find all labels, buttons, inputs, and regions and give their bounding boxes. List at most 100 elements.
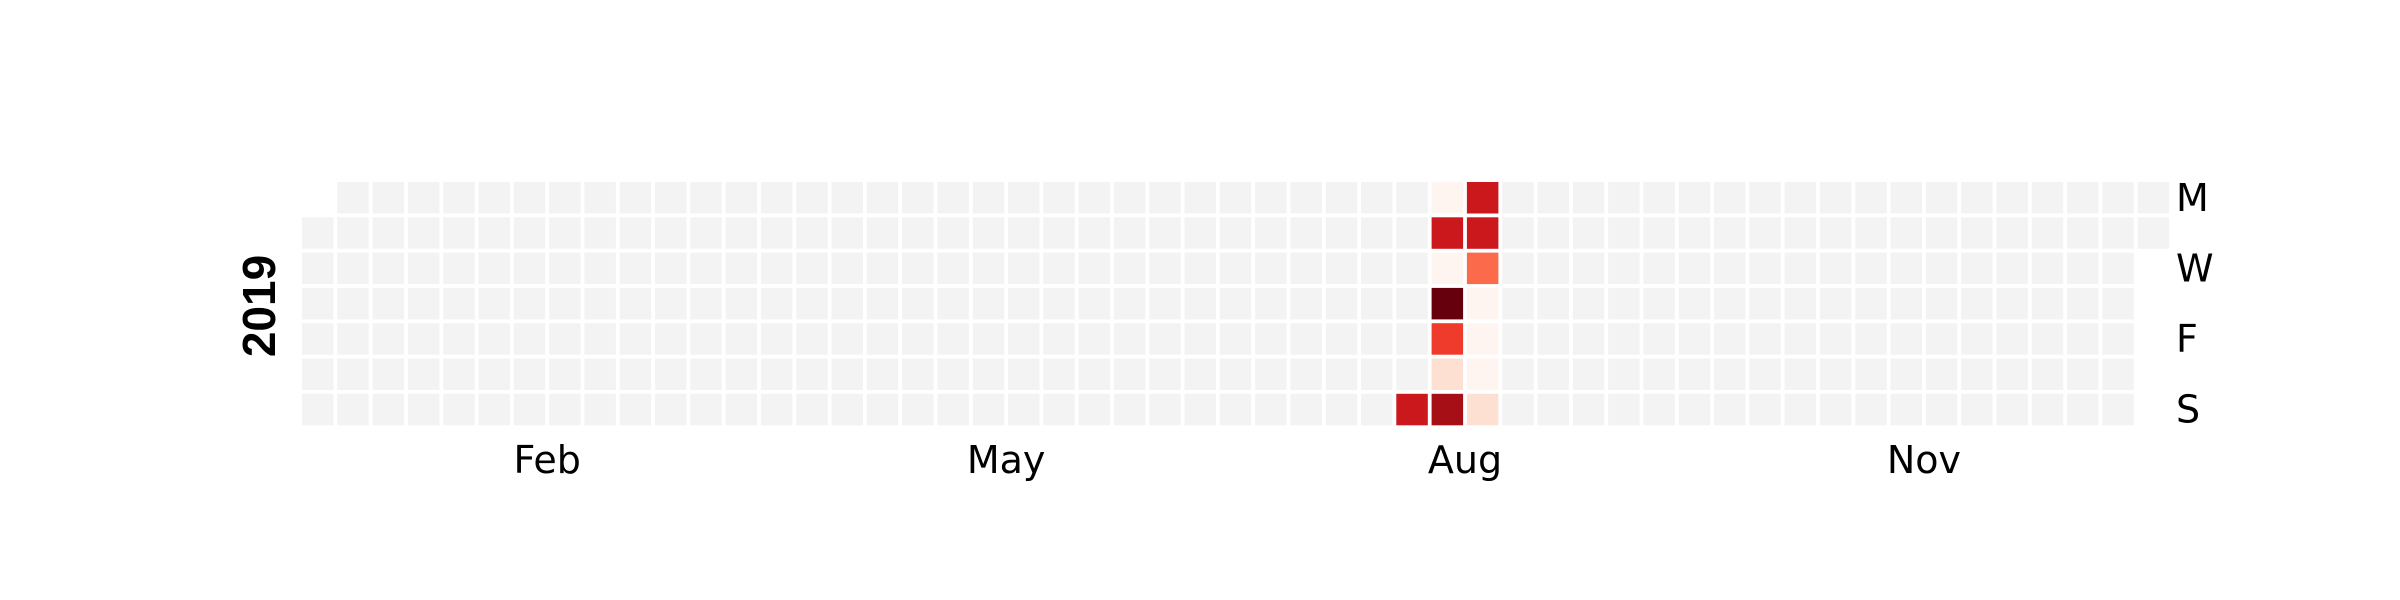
heatmap-cell-2019-06-07 — [1078, 323, 1111, 355]
heatmap-cell-2019-02-05 — [478, 217, 510, 249]
heatmap-cell-2019-12-09 — [2031, 182, 2064, 214]
heatmap-cell-2019-08-09 — [1396, 323, 1428, 355]
heatmap-cell-2019-06-25 — [1184, 217, 1216, 249]
heatmap-cell-2019-04-18 — [831, 287, 863, 320]
heatmap-cell-2019-07-30 — [1361, 217, 1393, 249]
heatmap-cell-2019-04-03 — [760, 252, 793, 285]
heatmap-cell-2019-06-01 — [1043, 358, 1075, 390]
heatmap-cell-2019-11-04 — [1855, 182, 1887, 214]
heatmap-cell-2019-01-22 — [407, 217, 440, 249]
heatmap-cell-2019-03-01 — [584, 323, 616, 355]
heatmap-cell-2019-03-25 — [725, 182, 758, 214]
heatmap-cell-2019-11-05 — [1855, 217, 1887, 249]
heatmap-cell-2019-04-02 — [760, 217, 793, 249]
heatmap-cell-2019-04-26 — [866, 323, 899, 355]
heatmap-cell-2019-07-03 — [1219, 252, 1252, 285]
heatmap-cell-2019-05-30 — [1043, 287, 1075, 320]
heatmap-cell-2019-07-21 — [1290, 393, 1322, 426]
heatmap-cell-2019-08-13 — [1431, 217, 1464, 249]
heatmap-cell-2019-07-01 — [1219, 182, 1252, 214]
heatmap-cell-2019-10-27 — [1784, 393, 1817, 426]
heatmap-cell-2019-02-26 — [584, 217, 616, 249]
heatmap-cell-2019-09-25 — [1643, 252, 1675, 285]
heatmap-cell-2019-06-17 — [1149, 182, 1181, 214]
heatmap-cell-2019-07-16 — [1290, 217, 1322, 249]
heatmap-cell-2019-06-04 — [1078, 217, 1111, 249]
heatmap-cell-2019-09-27 — [1643, 323, 1675, 355]
heatmap-cell-2019-04-22 — [866, 182, 899, 214]
heatmap-cell-2019-10-26 — [1784, 358, 1817, 390]
heatmap-cell-2019-10-09 — [1714, 252, 1746, 285]
heatmap-cell-2019-12-11 — [2031, 252, 2064, 285]
heatmap-cell-2019-03-07 — [619, 287, 652, 320]
heatmap-cell-2019-12-15 — [2031, 393, 2064, 426]
heatmap-cell-2019-06-18 — [1149, 217, 1181, 249]
heatmap-cell-2019-08-22 — [1466, 287, 1499, 320]
heatmap-cell-2019-08-31 — [1502, 358, 1534, 390]
heatmap-cell-2019-07-27 — [1325, 358, 1358, 390]
heatmap-cell-2019-01-25 — [407, 323, 440, 355]
heatmap-cell-2019-05-10 — [937, 323, 969, 355]
heatmap-cell-2019-07-08 — [1255, 182, 1287, 214]
heatmap-cell-2019-11-16 — [1890, 358, 1922, 390]
heatmap-cell-2019-12-25 — [2102, 252, 2134, 285]
heatmap-cell-2019-12-23 — [2102, 182, 2134, 214]
heatmap-cell-2019-04-24 — [866, 252, 899, 285]
heatmap-cell-2019-08-27 — [1502, 217, 1534, 249]
heatmap-cell-2019-06-06 — [1078, 287, 1111, 320]
heatmap-cell-2019-02-07 — [478, 287, 510, 320]
heatmap-cell-2019-04-19 — [831, 323, 863, 355]
heatmap-cell-2019-07-28 — [1325, 393, 1358, 426]
heatmap-cell-2019-05-23 — [1008, 287, 1040, 320]
heatmap-cell-2019-11-28 — [1961, 287, 1993, 320]
heatmap-cell-2019-02-01 — [443, 323, 475, 355]
heatmap-cell-2019-04-11 — [796, 287, 828, 320]
heatmap-cell-2019-02-17 — [513, 393, 546, 426]
heatmap-cell-2019-03-31 — [725, 393, 758, 426]
heatmap-cell-2019-03-28 — [725, 287, 758, 320]
heatmap-cell-2019-08-10 — [1396, 358, 1428, 390]
heatmap-cell-2019-08-29 — [1502, 287, 1534, 320]
heatmap-cell-2019-01-05 — [302, 358, 334, 390]
heatmap-cell-2019-01-14 — [372, 182, 405, 214]
heatmap-cell-2019-06-09 — [1078, 393, 1111, 426]
heatmap-cell-2019-01-02 — [302, 252, 334, 285]
heatmap-cell-2019-09-23 — [1643, 182, 1675, 214]
heatmap-cell-2019-05-02 — [902, 287, 934, 320]
day-label-w: W — [2176, 246, 2214, 290]
heatmap-cell-2019-10-24 — [1784, 287, 1817, 320]
heatmap-cell-2019-07-26 — [1325, 323, 1358, 355]
heatmap-cell-2019-11-10 — [1855, 393, 1887, 426]
heatmap-cell-2019-01-16 — [372, 252, 405, 285]
heatmap-cell-2019-02-24 — [549, 393, 581, 426]
heatmap-cell-2019-06-20 — [1149, 287, 1181, 320]
heatmap-cell-2019-06-24 — [1184, 182, 1216, 214]
heatmap-cell-2019-08-04 — [1361, 393, 1393, 426]
heatmap-cell-2019-10-31 — [1819, 287, 1852, 320]
heatmap-cell-2019-02-21 — [549, 287, 581, 320]
heatmap-cell-2019-11-15 — [1890, 323, 1922, 355]
heatmap-cell-2019-09-11 — [1572, 252, 1605, 285]
heatmap-cell-2019-05-08 — [937, 252, 969, 285]
heatmap-cell-2019-03-18 — [690, 182, 722, 214]
heatmap-cell-2019-09-28 — [1643, 358, 1675, 390]
heatmap-cell-2019-02-10 — [478, 393, 510, 426]
heatmap-cell-2019-12-10 — [2031, 217, 2064, 249]
heatmap-cell-2019-10-14 — [1749, 182, 1781, 214]
heatmap-cell-2019-11-07 — [1855, 287, 1887, 320]
heatmap-cell-2019-02-20 — [549, 252, 581, 285]
heatmap-cell-2019-11-20 — [1925, 252, 1958, 285]
heatmap-cell-2019-03-09 — [619, 358, 652, 390]
heatmap-cell-2019-05-12 — [937, 393, 969, 426]
heatmap-cell-2019-05-18 — [972, 358, 1005, 390]
heatmap-cell-2019-07-20 — [1290, 358, 1322, 390]
heatmap-cell-2019-08-16 — [1431, 323, 1464, 355]
heatmap-cell-2019-01-26 — [407, 358, 440, 390]
heatmap-cell-2019-07-10 — [1255, 252, 1287, 285]
heatmap-cell-2019-08-06 — [1396, 217, 1428, 249]
heatmap-cell-2019-03-26 — [725, 217, 758, 249]
heatmap-cell-2019-03-21 — [690, 287, 722, 320]
heatmap-cell-2019-08-17 — [1431, 358, 1464, 390]
heatmap-cell-2019-10-21 — [1784, 182, 1817, 214]
